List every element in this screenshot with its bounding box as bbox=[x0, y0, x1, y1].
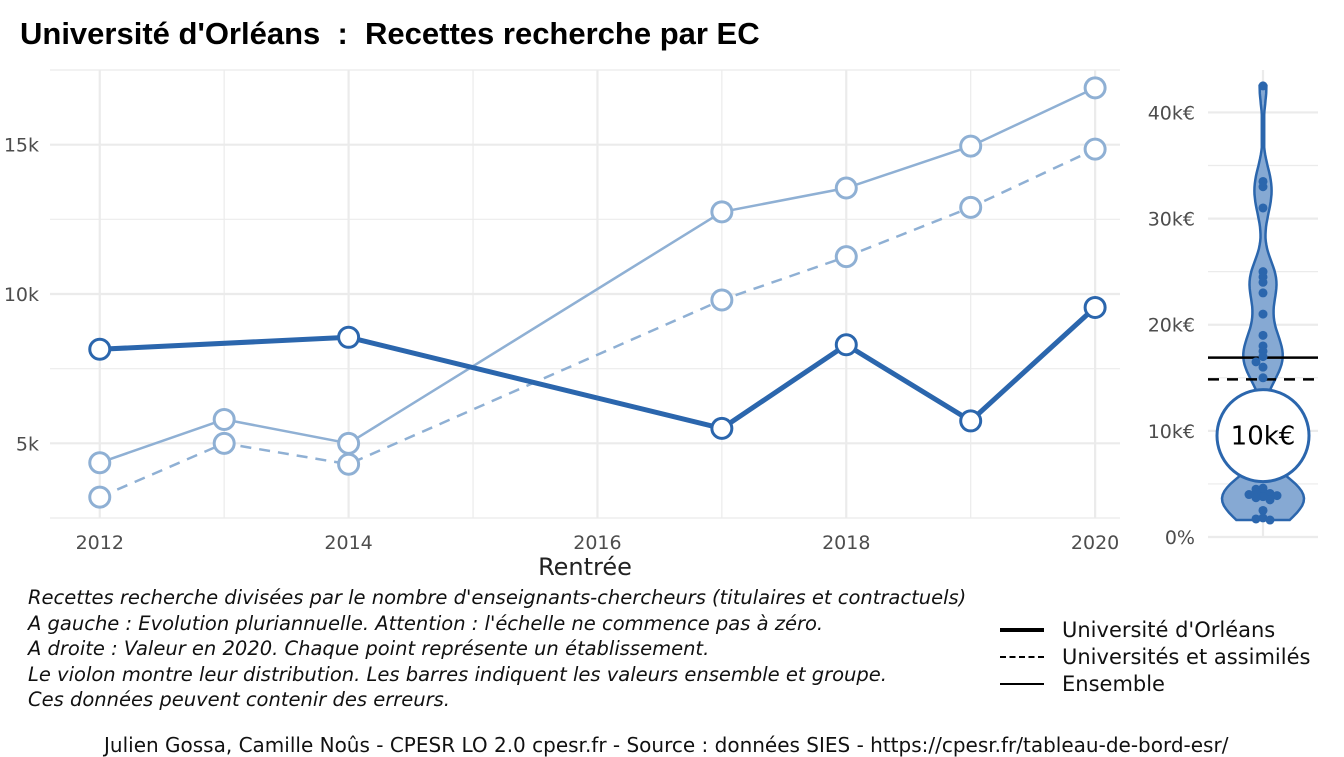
data-point bbox=[1258, 330, 1268, 340]
x-axis-title: Rentrée bbox=[538, 553, 632, 581]
data-point bbox=[1251, 493, 1261, 503]
violin-chart: 0% 10k€ 20k€ 30k€ 40k€ 10k€ bbox=[1148, 70, 1318, 549]
data-point bbox=[710, 200, 734, 224]
data-point bbox=[1251, 514, 1261, 524]
x-tick-label: 2016 bbox=[573, 532, 621, 554]
data-point bbox=[1258, 203, 1268, 213]
highlight-bubble bbox=[1215, 388, 1311, 484]
y-tick-label: 5k bbox=[16, 433, 39, 455]
source-caption: Julien Gossa, Camille Noûs - CPESR LO 2.… bbox=[104, 733, 1229, 757]
data-point bbox=[88, 337, 112, 361]
data-point bbox=[212, 431, 236, 455]
y-tick-label: 10k bbox=[4, 284, 39, 306]
data-point bbox=[1258, 81, 1268, 91]
note-line: Ces données peuvent contenir des erreurs… bbox=[28, 688, 450, 711]
data-point bbox=[1258, 505, 1268, 515]
legend-item-universite: Université d'Orléans bbox=[1000, 616, 1310, 643]
y-tick-label: 10k€ bbox=[1148, 421, 1195, 443]
data-point bbox=[1258, 288, 1268, 298]
data-point bbox=[834, 245, 858, 269]
note-line: A gauche : Evolution pluriannuelle. Atte… bbox=[28, 611, 824, 635]
legend-item-ensemble: Ensemble bbox=[1000, 670, 1310, 697]
legend-label: Ensemble bbox=[1062, 671, 1165, 696]
x-tick-label: 2014 bbox=[324, 532, 372, 554]
note-line: A droite : Valeur en 2020. Chaque point … bbox=[28, 637, 710, 660]
data-point bbox=[959, 134, 983, 158]
data-point bbox=[710, 288, 734, 312]
series-line-thick-solid bbox=[99, 305, 1097, 432]
line-chart: 2012 2014 2016 2018 2020 5k 10k 15k Rentrée bbox=[4, 69, 1120, 581]
legend-label: Université d'Orléans bbox=[1062, 617, 1276, 642]
legend-key-dashed bbox=[1000, 655, 1044, 658]
data-point bbox=[212, 407, 236, 431]
data-point bbox=[1258, 373, 1268, 383]
data-point bbox=[1265, 495, 1275, 505]
data-point bbox=[1258, 352, 1268, 362]
data-point bbox=[88, 451, 112, 475]
data-point bbox=[88, 485, 112, 509]
legend-item-groupe: Universités et assimilés bbox=[1000, 643, 1310, 670]
data-point bbox=[959, 409, 983, 433]
x-tick-label: 2020 bbox=[1071, 532, 1119, 554]
legend-key-thin bbox=[1000, 682, 1044, 685]
data-point bbox=[1244, 490, 1254, 500]
x-tick-label: 2012 bbox=[76, 532, 124, 554]
data-point bbox=[337, 452, 361, 476]
data-point bbox=[1258, 492, 1268, 502]
y-tick-label: 40k€ bbox=[1148, 102, 1195, 124]
y-tick-label: 20k€ bbox=[1148, 315, 1195, 337]
data-point bbox=[337, 325, 361, 349]
data-point bbox=[1258, 277, 1268, 287]
data-point bbox=[959, 195, 983, 219]
legend-key-thick bbox=[1000, 627, 1044, 632]
data-point bbox=[710, 416, 734, 440]
y-tick-label: 30k€ bbox=[1148, 209, 1195, 231]
legend-label: Universités et assimilés bbox=[1062, 644, 1311, 669]
data-point bbox=[1272, 491, 1282, 501]
data-point bbox=[1265, 515, 1275, 525]
data-point bbox=[1083, 76, 1107, 100]
data-point bbox=[1083, 137, 1107, 161]
data-point bbox=[1083, 295, 1107, 319]
data-point bbox=[834, 176, 858, 200]
data-point bbox=[1258, 182, 1268, 192]
y-tick-label: 0% bbox=[1165, 527, 1195, 549]
x-tick-label: 2018 bbox=[822, 532, 870, 554]
note-line: Le violon montre leur distribution. Les … bbox=[28, 662, 887, 686]
data-point bbox=[1258, 309, 1268, 319]
data-point bbox=[1265, 488, 1275, 498]
chart-notes: Recettes recherche divisées par le nombr… bbox=[28, 585, 1048, 713]
note-line: Recettes recherche divisées par le nombr… bbox=[28, 586, 967, 609]
chart-title: Université d'Orléans : Recettes recherch… bbox=[20, 16, 760, 51]
data-point bbox=[1258, 362, 1268, 372]
data-point bbox=[1251, 357, 1261, 367]
data-point bbox=[1258, 513, 1268, 523]
data-point bbox=[337, 431, 361, 455]
data-point bbox=[834, 333, 858, 357]
y-tick-label: 15k bbox=[4, 135, 39, 157]
highlight-label: 10k€ bbox=[1231, 422, 1296, 452]
chart-legend: Université d'Orléans Universités et assi… bbox=[1000, 616, 1310, 697]
